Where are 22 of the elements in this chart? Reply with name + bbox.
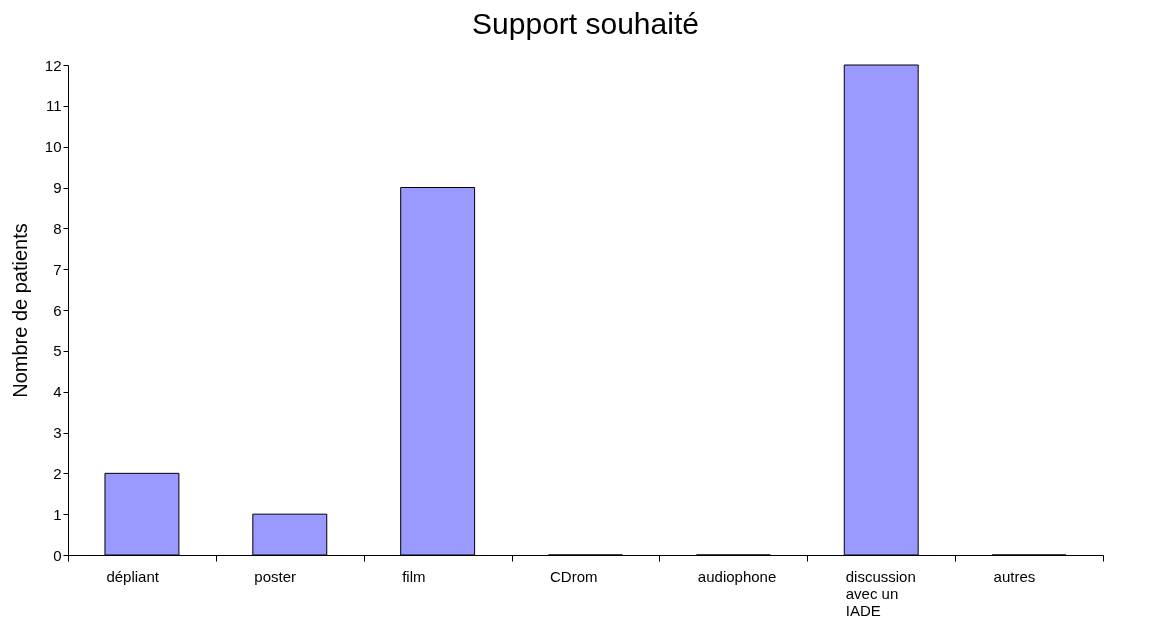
y-tick-label: 11 xyxy=(45,97,62,115)
y-tick-label: 12 xyxy=(44,56,62,74)
y-tick-label: 7 xyxy=(53,260,62,278)
chart-title: Support souhaité xyxy=(472,7,699,40)
x-tick-label: poster xyxy=(254,567,296,585)
x-tick-label: dépliant xyxy=(106,567,160,585)
y-tick-label: 9 xyxy=(53,179,62,196)
x-tick-label: discussion avec un IADE xyxy=(845,567,916,619)
y-tick-label: 4 xyxy=(53,383,62,401)
y-tick-label: 5 xyxy=(53,342,62,360)
y-tick-label: 10 xyxy=(44,138,62,156)
y-tick-label: 3 xyxy=(53,424,62,441)
y-tick-label: 2 xyxy=(53,464,62,482)
y-tick-label: 0 xyxy=(53,546,62,564)
x-tick-label: audiophone xyxy=(697,567,777,585)
y-tick-label: 1 xyxy=(53,505,62,523)
y-tick-label: 8 xyxy=(53,219,62,237)
x-tick-label: film xyxy=(402,567,426,585)
x-tick-label: autres xyxy=(993,567,1036,585)
y-tick-label: 6 xyxy=(53,301,62,319)
y-axis-title: Nombre de patients xyxy=(8,223,31,398)
x-tick-label: CDrom xyxy=(550,567,598,585)
